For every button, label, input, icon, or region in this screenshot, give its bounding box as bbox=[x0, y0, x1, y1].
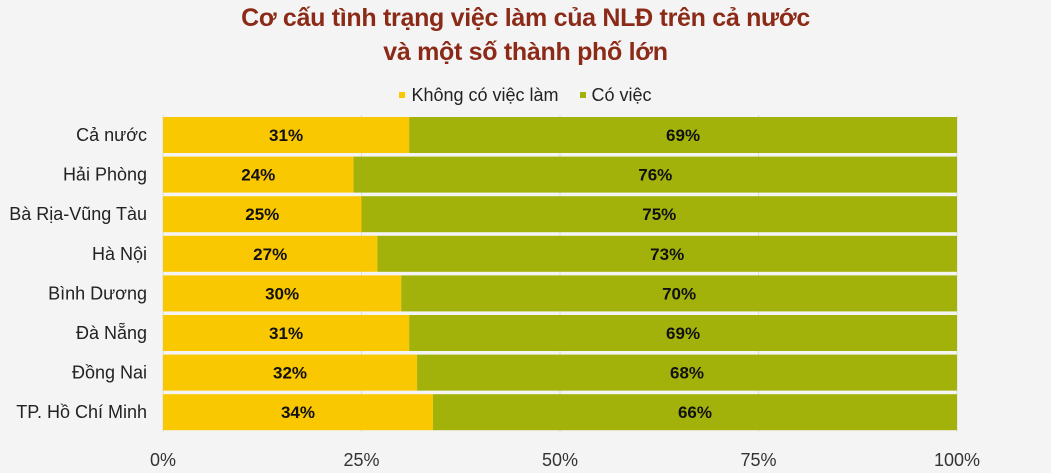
bar-segment bbox=[353, 156, 957, 193]
data-label: 31% bbox=[269, 126, 303, 145]
bar-segment bbox=[163, 354, 418, 391]
bar-segment bbox=[377, 235, 957, 272]
x-tick-label: 50% bbox=[542, 450, 578, 470]
bar-segment bbox=[163, 275, 402, 312]
legend-label: Không có việc làm bbox=[411, 84, 559, 105]
chart-title-line2: và một số thành phố lớn bbox=[383, 38, 668, 66]
legend-swatch bbox=[579, 92, 586, 98]
bar-segment bbox=[409, 315, 957, 351]
category-label: Đồng Nai bbox=[72, 363, 147, 383]
bar-segment bbox=[409, 117, 957, 153]
bar-segment bbox=[163, 156, 354, 193]
data-label: 69% bbox=[666, 126, 700, 145]
data-label: 75% bbox=[642, 205, 676, 224]
data-label: 76% bbox=[638, 166, 672, 185]
category-label: Bà Rịa-Vũng Tàu bbox=[9, 204, 147, 224]
category-label: Đà Nẵng bbox=[76, 323, 147, 343]
legend-swatch bbox=[399, 92, 406, 98]
legend-label: Có việc bbox=[591, 84, 652, 105]
legend-item-khong-co-viec-lam: Không có việc làm bbox=[399, 84, 559, 106]
bar-segment bbox=[432, 394, 958, 431]
chart-title-line1: Cơ cấu tình trạng việc làm của NLĐ trên … bbox=[241, 4, 810, 32]
category-label: Bình Dương bbox=[48, 283, 147, 303]
data-label: 68% bbox=[670, 364, 704, 383]
data-label: 24% bbox=[241, 166, 275, 185]
category-label: Cả nước bbox=[76, 125, 147, 145]
legend: Không có việc làm Có việc bbox=[0, 82, 1051, 106]
data-label: 25% bbox=[245, 205, 279, 224]
data-label: 73% bbox=[650, 245, 684, 264]
data-label: 70% bbox=[662, 284, 696, 303]
category-label: TP. Hồ Chí Minh bbox=[16, 402, 147, 422]
bar-segment bbox=[163, 196, 362, 233]
x-tick-label: 0% bbox=[150, 450, 176, 470]
category-label: Hải Phòng bbox=[63, 165, 147, 185]
data-label: 31% bbox=[269, 324, 303, 343]
x-tick-label: 75% bbox=[740, 450, 776, 470]
data-label: 32% bbox=[273, 364, 307, 383]
bar-segment bbox=[401, 275, 957, 312]
bar-segment bbox=[417, 354, 958, 391]
data-label: 30% bbox=[265, 284, 299, 303]
category-label: Hà Nội bbox=[92, 244, 147, 264]
x-tick-label: 100% bbox=[934, 450, 980, 470]
bar-segment bbox=[163, 315, 410, 351]
bar-segment bbox=[163, 117, 410, 153]
legend-item-co-viec: Có việc bbox=[579, 84, 652, 106]
data-label: 69% bbox=[666, 324, 700, 343]
x-tick-label: 25% bbox=[343, 450, 379, 470]
data-label: 27% bbox=[253, 245, 287, 264]
data-label: 34% bbox=[281, 403, 315, 422]
bar-segment bbox=[163, 235, 378, 272]
bar-segment bbox=[361, 196, 957, 233]
bar-segment bbox=[163, 394, 433, 431]
data-label: 66% bbox=[678, 403, 712, 422]
